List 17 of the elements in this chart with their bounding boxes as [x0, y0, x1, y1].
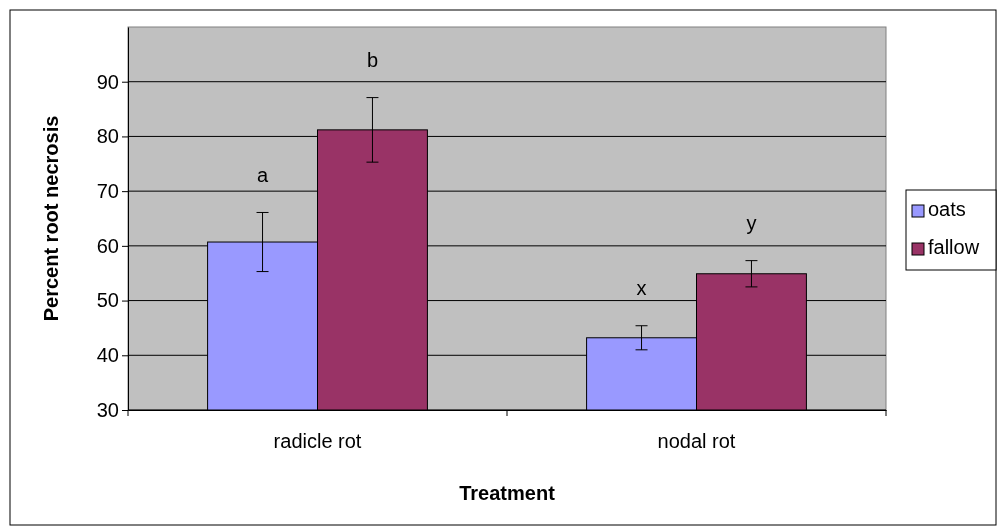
x-tick-label: nodal rot	[657, 430, 736, 453]
legend-label: oats	[928, 198, 966, 221]
y-axis-title: Percent root necrosis	[40, 115, 62, 322]
annotation: x	[636, 277, 647, 300]
x-axis-title: Treatment	[459, 482, 556, 504]
y-tick-label: 50	[96, 289, 119, 312]
y-tick-label: 30	[96, 398, 119, 421]
y-tick-label: 90	[96, 70, 119, 93]
y-tick-label: 80	[96, 125, 119, 148]
annotation: b	[366, 48, 379, 71]
annotation: y	[746, 211, 757, 234]
y-tick-label: 40	[96, 344, 119, 367]
legend-label: fallow	[928, 236, 980, 259]
annotation: a	[256, 163, 269, 186]
y-tick-label: 60	[96, 234, 119, 257]
y-tick-label: 70	[96, 180, 119, 203]
x-tick-label: radicle rot	[273, 430, 362, 453]
